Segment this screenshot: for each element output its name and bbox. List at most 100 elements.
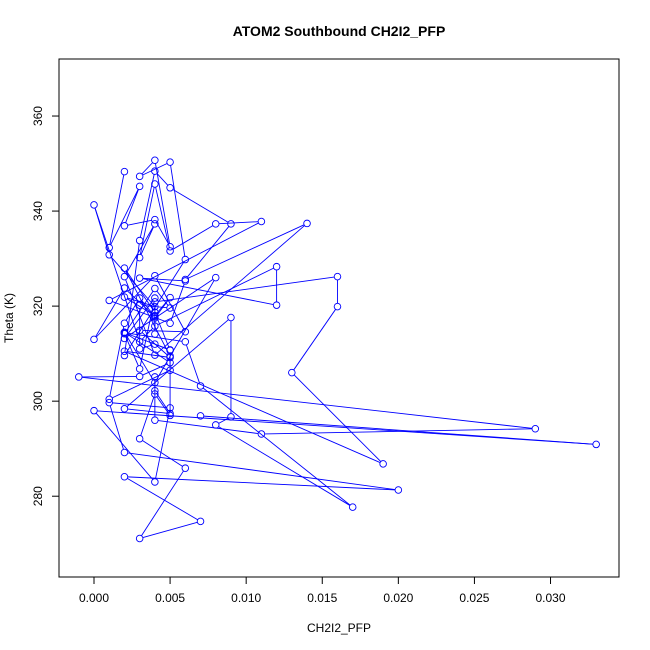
x-tick-label: 0.025 — [459, 591, 489, 605]
series-line-segment — [141, 470, 184, 536]
y-tick-label: 340 — [31, 201, 45, 221]
data-point — [120, 448, 129, 457]
series-line-segment — [125, 270, 169, 354]
series-line-segment — [95, 277, 153, 338]
series-line-segment — [127, 333, 168, 350]
series-line-segment — [170, 165, 186, 257]
data-point — [181, 277, 190, 285]
data-point — [394, 486, 403, 494]
data-point — [151, 351, 159, 359]
x-tick-label: 0.020 — [383, 591, 413, 605]
series-line-segment — [140, 397, 155, 436]
data-point — [288, 368, 296, 377]
series-line-segment — [125, 300, 139, 321]
series-line-segment — [170, 283, 185, 321]
series-line-segment — [127, 476, 396, 491]
data-point — [151, 156, 159, 164]
series-line-segment — [142, 163, 168, 176]
data-point — [135, 236, 144, 245]
x-tick-label: 0.005 — [155, 591, 185, 605]
series-line-segment — [142, 521, 198, 539]
y-tick-label: 300 — [31, 391, 45, 411]
data-point — [257, 430, 266, 438]
data-point — [151, 308, 159, 317]
data-point — [151, 373, 159, 381]
data-point — [166, 346, 174, 354]
data-point — [105, 243, 113, 252]
data-point — [120, 284, 129, 292]
series-line-segment — [155, 315, 170, 348]
x-tick-label: 0.010 — [231, 591, 261, 605]
series-line-segment — [127, 298, 153, 315]
data-point — [120, 472, 129, 481]
data-point — [151, 312, 159, 321]
series-line-segment — [125, 291, 154, 332]
series-line-segment — [125, 226, 154, 275]
series-line-segment — [156, 222, 169, 245]
data-point — [120, 264, 129, 272]
data-point — [120, 272, 129, 281]
series-line-segment — [155, 187, 170, 248]
data-point — [166, 184, 174, 192]
data-point — [531, 424, 540, 433]
data-point — [151, 390, 159, 398]
series-line-segment — [156, 396, 169, 413]
data-point — [105, 395, 113, 404]
data-point — [181, 338, 190, 346]
data-point — [90, 406, 98, 415]
data-point — [135, 326, 144, 335]
data-point — [135, 294, 144, 302]
series-line-segment — [158, 276, 335, 302]
series-line-segment — [126, 319, 229, 407]
data-point — [105, 296, 113, 305]
data-point — [135, 182, 144, 191]
series-line-segment — [127, 352, 381, 463]
data-point — [166, 409, 174, 418]
series-line-segment — [156, 173, 169, 186]
data-point — [151, 340, 159, 348]
data-point — [120, 351, 129, 360]
data-point — [196, 517, 205, 526]
y-tick-label: 280 — [31, 486, 45, 506]
series-line-segment — [140, 226, 154, 255]
data-point — [166, 293, 174, 302]
data-point — [592, 440, 600, 449]
data-point — [166, 247, 174, 255]
x-tick-label: 0.000 — [79, 591, 109, 605]
series-line-segment — [126, 300, 154, 337]
data-point — [135, 338, 144, 346]
data-point — [120, 328, 129, 337]
data-point — [151, 330, 159, 338]
series-line-segment — [82, 376, 533, 429]
series-line-segment — [109, 174, 125, 245]
series-line-segment — [293, 374, 382, 462]
data-point — [303, 219, 311, 228]
data-point — [181, 255, 190, 264]
series-line-segment — [203, 415, 593, 445]
data-point — [151, 302, 159, 311]
series-line-segment — [141, 162, 153, 175]
x-tick-label: 0.030 — [536, 591, 566, 605]
data-point — [151, 294, 159, 302]
series-line-segment — [188, 224, 305, 279]
data-point — [120, 347, 129, 356]
series-line-segment — [125, 270, 154, 310]
data-point — [166, 319, 174, 327]
series-line-segment — [125, 336, 139, 366]
data-series — [75, 156, 600, 543]
data-point — [75, 373, 83, 381]
data-point — [151, 215, 159, 224]
series-line-segment — [127, 452, 396, 491]
data-point — [272, 262, 281, 271]
data-point — [181, 464, 190, 472]
data-point — [166, 158, 174, 166]
data-point — [166, 404, 174, 412]
data-point — [196, 412, 205, 420]
series-line-segment — [142, 363, 168, 376]
data-point — [166, 358, 174, 367]
series-line-segment — [293, 309, 336, 371]
data-point — [120, 293, 129, 301]
y-axis: 280 300 320 340 360 — [31, 106, 60, 506]
series-line-segment — [142, 440, 183, 467]
series-line-segment — [127, 478, 198, 521]
